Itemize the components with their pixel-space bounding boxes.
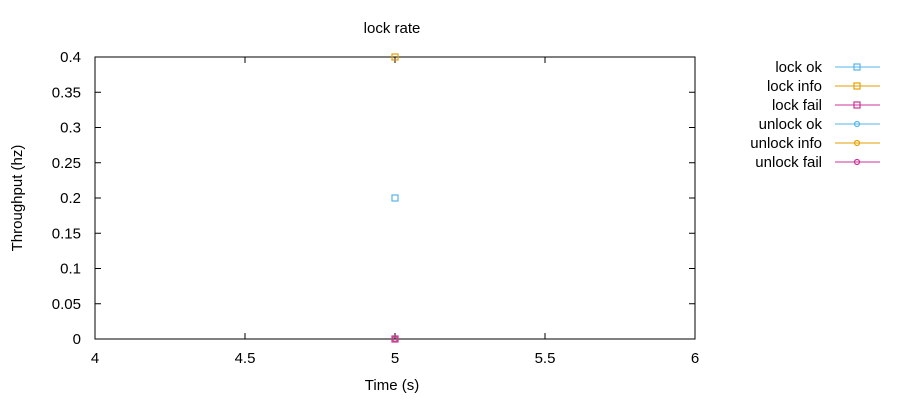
x-tick-label: 5 [391, 350, 399, 367]
y-tick-label: 0.1 [60, 261, 81, 278]
y-tick-label: 0.15 [52, 225, 81, 242]
lock-ok-point [391, 194, 399, 202]
unlock-fail-point [391, 335, 399, 343]
y-axis: 0 0.05 0.1 0.15 0.2 0.25 0.3 0.35 0.4 [52, 49, 695, 348]
x-axis: 4 4.5 5 5.5 6 [91, 57, 699, 367]
legend-label: lock info [767, 78, 822, 95]
legend-marker [853, 82, 861, 90]
x-axis-label: Time (s) [365, 377, 419, 394]
data-points [391, 53, 399, 343]
legend-marker [853, 139, 861, 147]
legend-label: unlock info [750, 135, 822, 152]
x-tick-label: 4 [91, 350, 99, 367]
plot-area [94, 56, 696, 340]
legend-marker [853, 158, 861, 166]
y-tick-label: 0.35 [52, 84, 81, 101]
x-tick-label: 6 [691, 350, 699, 367]
legend-marker [853, 63, 861, 71]
y-tick-label: 0.05 [52, 296, 81, 313]
legend-marker [853, 101, 861, 109]
legend-label: lock fail [772, 97, 822, 114]
legend: lock ok lock info lock fail unlock ok unlock… [750, 59, 880, 171]
y-tick-label: 0.3 [60, 120, 81, 137]
x-tick-label: 4.5 [235, 350, 256, 367]
legend-label: unlock fail [755, 154, 822, 171]
y-tick-label: 0.25 [52, 155, 81, 172]
x-tick-label: 5.5 [535, 350, 556, 367]
y-tick-label: 0 [73, 331, 81, 348]
legend-label: unlock ok [759, 116, 823, 133]
y-axis-label: Throughput (hz) [9, 145, 26, 252]
chart-title: lock rate [364, 20, 421, 37]
legend-label: lock ok [775, 59, 822, 76]
lock-info-point [391, 53, 399, 61]
y-tick-label: 0.4 [60, 49, 81, 66]
y-tick-label: 0.2 [60, 190, 81, 207]
legend-marker [853, 120, 861, 128]
